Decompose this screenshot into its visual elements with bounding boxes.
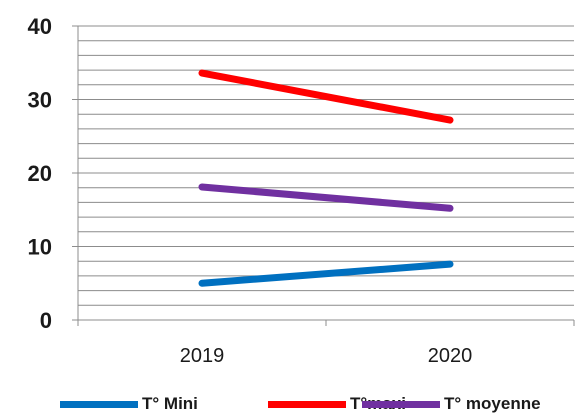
series-line-t-maxi: [198, 69, 454, 124]
legend-swatch-t-moyenne: [362, 400, 440, 408]
y-tick-label: 30: [28, 88, 52, 113]
series-line-t-moyenne: [198, 183, 454, 212]
series-line-t-mini: [198, 260, 454, 287]
x-tick-labels: 2019 2020: [180, 345, 473, 367]
y-tick-label: 0: [40, 308, 52, 333]
legend-label-t-mini: T° Mini: [142, 394, 198, 413]
line-chart: 0 10 20 30 40 2019 2020: [28, 14, 575, 367]
legend: T° Mini T°maxi T° moyenne: [0, 392, 576, 418]
axes: [72, 25, 575, 326]
legend-item-t-mini: T° Mini: [60, 392, 198, 416]
legend-swatch-t-maxi: [268, 400, 346, 408]
legend-swatch-t-mini: [60, 400, 138, 408]
x-tick-label: 2020: [428, 345, 473, 367]
series-lines: [198, 69, 454, 287]
gridlines: [78, 25, 574, 306]
y-tick-label: 40: [28, 14, 52, 39]
y-tick-label: 10: [28, 235, 52, 260]
y-tick-labels: 0 10 20 30 40: [28, 14, 52, 333]
legend-item-t-moyenne: T° moyenne: [362, 392, 541, 416]
x-tick-label: 2019: [180, 345, 225, 367]
legend-label-t-moyenne: T° moyenne: [444, 394, 541, 413]
y-tick-label: 20: [28, 161, 52, 186]
